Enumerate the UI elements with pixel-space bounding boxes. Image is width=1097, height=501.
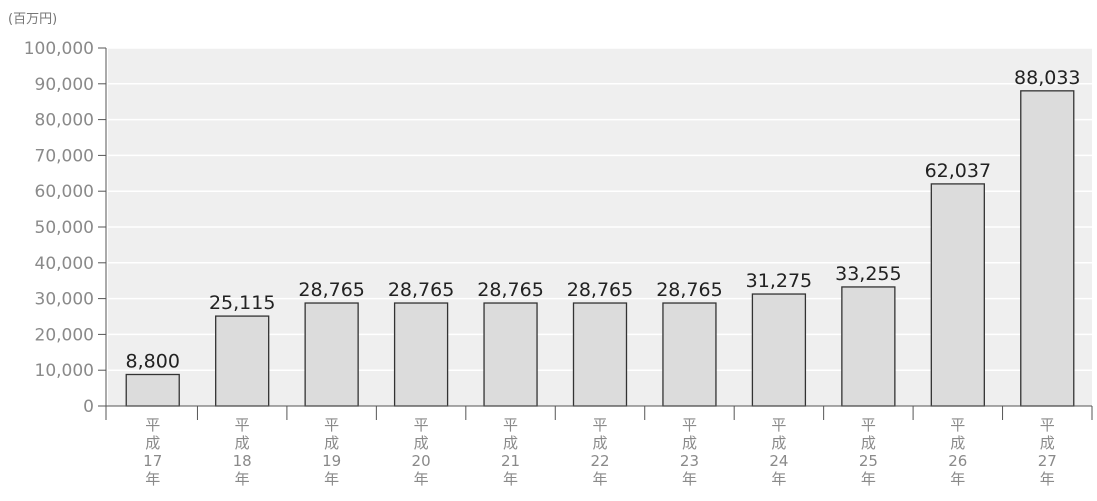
y-tick-label: 0 bbox=[83, 397, 94, 417]
bar bbox=[841, 286, 896, 407]
bar bbox=[483, 302, 538, 407]
x-category-label-line: 23 bbox=[680, 452, 699, 470]
x-category-label-line: 平 bbox=[682, 416, 697, 434]
x-category-label-line: 成 bbox=[503, 434, 518, 452]
data-label: 28,765 bbox=[388, 279, 454, 301]
bar bbox=[215, 315, 270, 407]
x-category-label-line: 平 bbox=[771, 416, 786, 434]
data-label: 31,275 bbox=[746, 270, 812, 292]
data-label: 28,765 bbox=[656, 279, 722, 301]
x-category-label-line: 平 bbox=[235, 416, 250, 434]
data-label: 28,765 bbox=[298, 279, 364, 301]
data-label: 25,115 bbox=[209, 292, 275, 314]
x-category-label-line: 成 bbox=[861, 434, 876, 452]
y-tick-label: 60,000 bbox=[35, 182, 94, 202]
x-category-label-line: 年 bbox=[861, 470, 876, 488]
x-category-label-line: 年 bbox=[235, 470, 250, 488]
bar bbox=[930, 183, 985, 407]
x-category-label-line: 26 bbox=[948, 452, 967, 470]
y-tick-label: 40,000 bbox=[35, 254, 94, 274]
x-category-label-line: 平 bbox=[592, 416, 607, 434]
data-label: 28,765 bbox=[477, 279, 543, 301]
x-category-label-line: 17 bbox=[143, 452, 162, 470]
y-tick-label: 50,000 bbox=[35, 218, 94, 238]
x-category-label-line: 年 bbox=[771, 470, 786, 488]
x-category-label-line: 24 bbox=[769, 452, 788, 470]
x-category-label-line: 平 bbox=[503, 416, 518, 434]
y-axis-unit-label: (百万円) bbox=[8, 12, 57, 27]
y-tick-label: 10,000 bbox=[35, 361, 94, 381]
x-category-label-line: 平 bbox=[145, 416, 160, 434]
x-category-label-line: 年 bbox=[592, 470, 607, 488]
x-category-label-line: 成 bbox=[145, 434, 160, 452]
x-category-label-line: 成 bbox=[1040, 434, 1055, 452]
x-category-label-line: 年 bbox=[682, 470, 697, 488]
y-tick-label: 30,000 bbox=[35, 290, 94, 310]
x-category-label-line: 21 bbox=[501, 452, 520, 470]
bar bbox=[751, 293, 807, 407]
data-label: 28,765 bbox=[567, 279, 633, 301]
x-category-label-line: 19 bbox=[322, 452, 341, 470]
x-category-label-line: 成 bbox=[592, 434, 607, 452]
x-category-label-line: 25 bbox=[859, 452, 878, 470]
x-axis: 平成17年平成18年平成19年平成20年平成21年平成22年平成23年平成24年… bbox=[105, 405, 1093, 488]
bar bbox=[572, 302, 628, 407]
data-label: 8,800 bbox=[126, 350, 180, 372]
x-category-label-line: 平 bbox=[1040, 416, 1055, 434]
x-category-label-line: 成 bbox=[235, 434, 250, 452]
x-category-label-line: 平 bbox=[414, 416, 429, 434]
y-tick-label: 70,000 bbox=[35, 146, 94, 166]
bar bbox=[1020, 90, 1075, 407]
x-category-label-line: 20 bbox=[412, 452, 431, 470]
x-category-label-line: 成 bbox=[771, 434, 786, 452]
x-category-label-line: 平 bbox=[950, 416, 965, 434]
x-category-label-line: 27 bbox=[1038, 452, 1057, 470]
x-category-label-line: 年 bbox=[950, 470, 965, 488]
bars bbox=[125, 90, 1075, 407]
x-category-label-line: 成 bbox=[682, 434, 697, 452]
x-category-label-line: 成 bbox=[414, 434, 429, 452]
data-label: 88,033 bbox=[1014, 67, 1080, 89]
y-tick-label: 100,000 bbox=[24, 39, 94, 59]
x-category-label-line: 年 bbox=[145, 470, 160, 488]
bar bbox=[304, 302, 359, 407]
data-labels: 8,800 25,115 28,765 28,765 28,765 28,765 28,76… bbox=[126, 67, 1081, 373]
x-category-label-line: 平 bbox=[861, 416, 876, 434]
y-tick-label: 90,000 bbox=[35, 75, 94, 95]
y-tick-label: 80,000 bbox=[35, 111, 94, 131]
x-category-label-line: 18 bbox=[233, 452, 252, 470]
y-axis: 0 10,000 20,000 30,000 40,000 50,000 60,000 70,… bbox=[24, 39, 107, 417]
x-category-label-line: 成 bbox=[324, 434, 339, 452]
x-category-label-line: 年 bbox=[1040, 470, 1055, 488]
bar bbox=[662, 302, 717, 407]
x-category-label-line: 22 bbox=[590, 452, 609, 470]
x-category-label-line: 年 bbox=[414, 470, 429, 488]
data-label: 33,255 bbox=[835, 263, 901, 285]
y-tick-label: 20,000 bbox=[35, 325, 94, 345]
bar bbox=[393, 302, 449, 407]
x-category-label-line: 平 bbox=[324, 416, 339, 434]
x-category-label-line: 年 bbox=[324, 470, 339, 488]
x-category-label-line: 成 bbox=[950, 434, 965, 452]
data-label: 62,037 bbox=[925, 160, 991, 182]
bar bbox=[125, 373, 180, 407]
x-category-label-line: 年 bbox=[503, 470, 518, 488]
